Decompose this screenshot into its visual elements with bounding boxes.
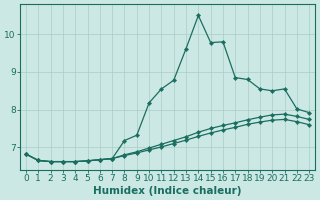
X-axis label: Humidex (Indice chaleur): Humidex (Indice chaleur)	[93, 186, 242, 196]
